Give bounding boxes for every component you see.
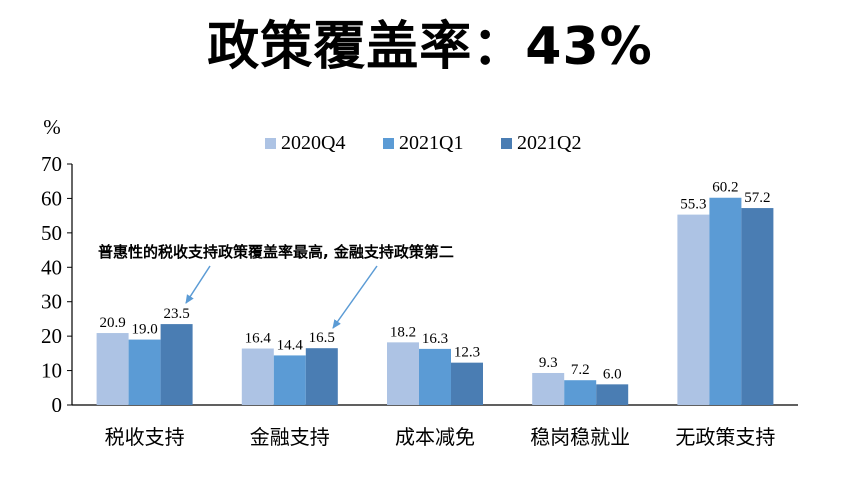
y-axis-unit-label: % — [43, 115, 61, 139]
annotation-arrow-2 — [332, 265, 378, 329]
data-label: 23.5 — [163, 306, 189, 322]
data-label: 9.3 — [539, 355, 558, 371]
x-category-label: 成本减免 — [395, 425, 475, 449]
data-label: 16.4 — [245, 331, 272, 347]
bar-2021Q2 — [596, 384, 629, 405]
x-category-label: 金融支持 — [250, 425, 330, 449]
x-category-label: 税收支持 — [105, 425, 185, 449]
bar-2020Q4 — [96, 333, 129, 405]
data-label: 14.4 — [277, 337, 304, 353]
data-label: 7.2 — [571, 362, 590, 378]
legend-swatch-2021Q1 — [383, 138, 394, 149]
data-label: 16.5 — [309, 330, 335, 346]
data-label: 6.0 — [603, 366, 622, 382]
y-tick-label: 30 — [41, 290, 62, 314]
data-label: 18.2 — [390, 324, 416, 340]
x-category-label: 无政策支持 — [675, 425, 775, 449]
bar-2021Q1 — [273, 355, 306, 405]
data-label: 19.0 — [131, 322, 157, 338]
bar-2021Q1 — [709, 197, 742, 405]
bar-2020Q4 — [677, 214, 710, 405]
legend-swatch-2020Q4 — [265, 138, 276, 149]
bar-2021Q1 — [564, 380, 597, 405]
data-label: 12.3 — [454, 345, 480, 361]
annotation-text: 普惠性的税收支持政策覆盖率最高, 金融支持政策第二 — [98, 243, 454, 261]
x-category-label: 稳岗稳就业 — [530, 425, 630, 449]
bar-2020Q4 — [532, 372, 565, 405]
bar-2020Q4 — [387, 342, 419, 405]
legend-label: 2021Q2 — [517, 132, 581, 154]
data-label: 57.2 — [744, 190, 770, 206]
bar-2020Q4 — [241, 348, 274, 405]
data-label: 16.3 — [422, 331, 448, 347]
annotation-arrow-1 — [185, 265, 211, 304]
data-label: 55.3 — [680, 197, 706, 213]
legend-label: 2020Q4 — [281, 132, 345, 154]
y-tick-label: 50 — [41, 221, 62, 245]
data-label: 20.9 — [99, 315, 125, 331]
legend-label: 2021Q1 — [399, 132, 463, 154]
data-label: 60.2 — [712, 180, 738, 196]
legend-swatch-2021Q2 — [501, 138, 512, 149]
y-tick-label: 10 — [41, 359, 62, 383]
y-tick-label: 20 — [41, 324, 62, 348]
bar-2021Q2 — [160, 324, 193, 405]
bar-2021Q1 — [128, 339, 161, 405]
bar-2021Q1 — [419, 348, 451, 405]
y-tick-label: 70 — [41, 152, 62, 176]
y-tick-label: 60 — [41, 186, 62, 210]
bar-2021Q2 — [741, 208, 774, 405]
page-title: 政策覆盖率：43% — [207, 17, 653, 77]
y-tick-label: 40 — [41, 255, 62, 279]
bar-2021Q2 — [305, 348, 338, 405]
bar-2021Q2 — [451, 362, 483, 405]
y-tick-label: 0 — [52, 393, 63, 417]
